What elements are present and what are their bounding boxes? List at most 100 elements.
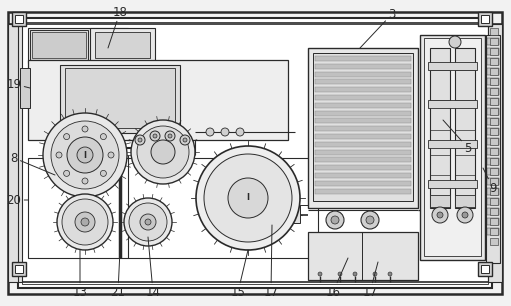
Bar (488, 24, 502, 282)
Bar (490, 178, 498, 185)
Text: 15: 15 (230, 250, 248, 298)
Bar (487, 168, 499, 175)
Circle shape (366, 216, 374, 224)
Circle shape (353, 272, 357, 276)
Circle shape (432, 207, 448, 223)
Text: 8: 8 (10, 151, 55, 175)
Text: 16: 16 (326, 258, 348, 298)
Bar (487, 58, 499, 65)
Circle shape (168, 134, 172, 138)
Bar (315, 110, 411, 116)
Bar (486, 35, 500, 263)
Bar (315, 173, 411, 178)
Circle shape (140, 214, 156, 230)
Circle shape (124, 198, 172, 246)
Bar (270, 205, 300, 223)
Bar (60, 65, 180, 133)
Bar (315, 165, 411, 170)
Bar (490, 128, 498, 135)
Text: 5: 5 (443, 120, 472, 155)
Bar (428, 140, 477, 148)
Bar (15, 15, 23, 23)
Circle shape (331, 216, 339, 224)
Circle shape (326, 211, 344, 229)
Bar (487, 198, 499, 205)
Bar (490, 58, 498, 65)
Bar (15, 265, 23, 273)
Circle shape (150, 131, 160, 141)
Bar (20, 68, 30, 108)
Bar (487, 108, 499, 115)
Circle shape (131, 120, 195, 184)
Bar (28, 60, 288, 140)
Bar (490, 228, 498, 235)
Bar (95, 32, 150, 58)
Bar (490, 188, 498, 195)
Circle shape (145, 219, 151, 225)
Circle shape (196, 146, 300, 250)
Bar (18, 18, 492, 288)
Bar (487, 68, 499, 75)
Circle shape (108, 152, 114, 158)
Circle shape (457, 207, 473, 223)
Bar (487, 88, 499, 95)
Bar (315, 79, 411, 84)
Circle shape (100, 170, 106, 176)
Bar (455, 195, 475, 207)
Bar (490, 88, 498, 95)
Text: 17: 17 (362, 262, 378, 298)
Bar (428, 100, 477, 108)
Bar (490, 158, 498, 165)
Circle shape (56, 152, 62, 158)
Bar (481, 265, 489, 273)
Bar (455, 48, 475, 208)
Circle shape (129, 203, 167, 241)
Circle shape (138, 138, 142, 142)
Bar (315, 142, 411, 147)
Bar (490, 238, 498, 245)
Circle shape (62, 199, 108, 245)
Bar (490, 28, 498, 35)
Bar (487, 138, 499, 145)
Bar (490, 208, 498, 215)
Circle shape (67, 137, 103, 173)
Circle shape (135, 135, 145, 145)
Circle shape (221, 128, 229, 136)
Bar (430, 48, 450, 208)
Bar (315, 157, 411, 162)
Bar (490, 118, 498, 125)
Bar (481, 15, 489, 23)
Bar (487, 218, 499, 225)
Bar (487, 98, 499, 105)
Text: 20: 20 (7, 193, 28, 207)
Circle shape (318, 272, 322, 276)
Bar (32, 32, 86, 58)
Bar (487, 38, 499, 45)
Circle shape (206, 128, 214, 136)
Bar (490, 198, 498, 205)
Bar (487, 48, 499, 55)
Text: I: I (246, 193, 249, 203)
Circle shape (63, 170, 69, 176)
Text: I: I (83, 151, 86, 159)
Circle shape (388, 272, 392, 276)
Bar (490, 218, 498, 225)
Circle shape (43, 113, 127, 197)
Bar (12, 262, 26, 276)
Bar (424, 38, 481, 256)
Bar (490, 168, 498, 175)
Circle shape (361, 211, 379, 229)
Circle shape (228, 178, 268, 218)
Bar (490, 38, 498, 45)
Text: 18: 18 (108, 6, 127, 48)
Bar (315, 64, 411, 69)
Bar (315, 150, 411, 155)
Circle shape (204, 154, 292, 242)
Bar (313, 53, 413, 201)
Bar (428, 62, 477, 70)
Bar (487, 178, 499, 185)
Bar (22, 22, 488, 284)
Text: 14: 14 (146, 237, 160, 298)
Text: 13: 13 (73, 250, 87, 298)
Bar (487, 228, 499, 235)
